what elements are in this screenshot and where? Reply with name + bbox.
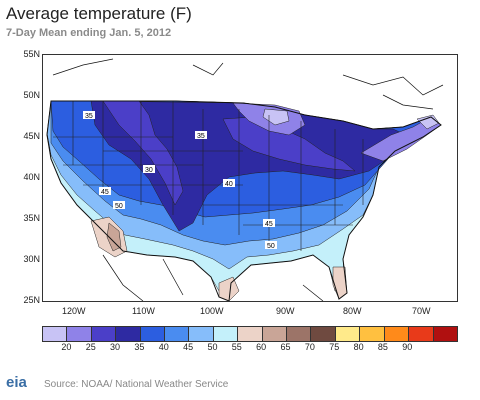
state-borders xyxy=(53,101,364,251)
legend-label: 75 xyxy=(329,342,340,352)
legend-swatch xyxy=(433,327,457,341)
legend-swatch xyxy=(91,327,117,341)
source-text: Source: NOAA/ National Weather Service xyxy=(44,379,229,390)
legend-label: 70 xyxy=(304,342,315,352)
legend-swatch xyxy=(140,327,166,341)
lat-label-50n: 50N xyxy=(23,90,40,100)
lat-label-55n: 55N xyxy=(23,49,40,59)
legend-swatch xyxy=(165,327,190,341)
legend-label: 85 xyxy=(377,342,388,352)
lon-label-100w: 100W xyxy=(200,306,224,316)
legend-swatch xyxy=(262,327,288,341)
eia-logo: eia xyxy=(6,374,27,391)
legend-label: 65 xyxy=(280,342,291,352)
legend-label: 25 xyxy=(85,342,96,352)
legend-label: 80 xyxy=(353,342,364,352)
legend-label: 90 xyxy=(402,342,413,352)
contour-label-4: 40 xyxy=(225,181,233,188)
contour-label-5: 45 xyxy=(101,189,109,196)
lon-label-110w: 110W xyxy=(132,306,155,316)
lat-label-40n: 40N xyxy=(23,172,40,182)
legend-swatch xyxy=(360,327,385,341)
legend-swatch xyxy=(311,327,336,341)
legend-label: 40 xyxy=(158,342,169,352)
contour-label-7: 45 xyxy=(265,221,273,228)
contour-label-3: 35 xyxy=(197,133,205,140)
temperature-map: 35 30 35 40 45 50 45 50 xyxy=(42,54,458,302)
lat-label-25n: 25N xyxy=(23,295,40,305)
temperature-map-svg: 35 30 35 40 45 50 45 50 xyxy=(43,55,457,302)
lon-label-90w: 90W xyxy=(276,306,295,316)
lon-label-80w: 80W xyxy=(343,306,362,316)
lat-label-30n: 30N xyxy=(23,254,40,264)
legend-label: 35 xyxy=(134,342,145,352)
legend-swatch xyxy=(335,327,361,341)
legend-label: 45 xyxy=(183,342,194,352)
map-title: Average temperature (F) xyxy=(6,4,192,23)
contour-label-1: 35 xyxy=(85,113,93,120)
contour-label-8: 50 xyxy=(267,243,275,250)
color-legend xyxy=(42,326,458,342)
contour-label-6: 50 xyxy=(115,203,123,210)
mexico-outline xyxy=(102,254,324,302)
us-outline xyxy=(46,100,442,302)
legend-swatch xyxy=(116,327,141,341)
legend-label: 60 xyxy=(256,342,267,352)
legend-label: 20 xyxy=(61,342,72,352)
lat-label-35n: 35N xyxy=(23,213,40,223)
lon-label-70w: 70W xyxy=(412,306,431,316)
legend-label: 30 xyxy=(110,342,121,352)
legend-label: 55 xyxy=(231,342,242,352)
lat-label-45n: 45N xyxy=(23,131,40,141)
legend-swatch xyxy=(409,327,434,341)
legend-swatch xyxy=(189,327,214,341)
canada-outline xyxy=(52,58,444,110)
legend-swatch xyxy=(384,327,410,341)
legend-swatch xyxy=(287,327,312,341)
legend-swatch xyxy=(67,327,92,341)
map-subtitle: 7-Day Mean ending Jan. 5, 2012 xyxy=(6,27,172,39)
contour-label-2: 30 xyxy=(145,167,153,174)
lon-label-120w: 120W xyxy=(62,306,86,316)
legend-swatch xyxy=(238,327,263,341)
legend-swatch xyxy=(43,327,68,341)
legend-swatch xyxy=(213,327,239,341)
contour-labels: 35 30 35 40 45 50 45 50 xyxy=(83,111,277,250)
legend-label: 50 xyxy=(207,342,218,352)
region-60-texas xyxy=(218,276,240,302)
